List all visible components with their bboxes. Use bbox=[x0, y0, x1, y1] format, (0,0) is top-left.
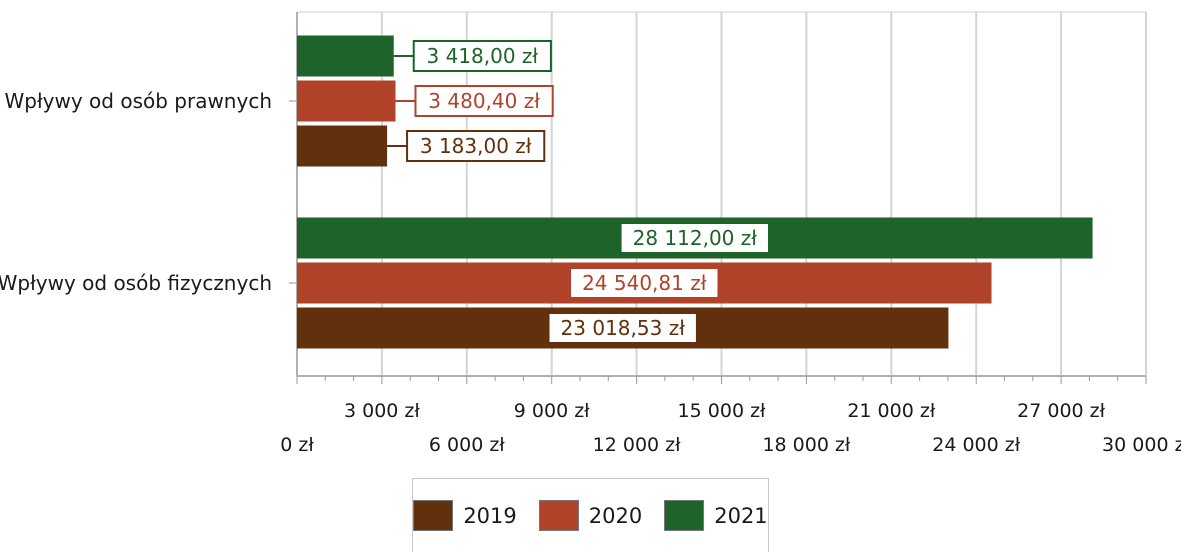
data-label-box bbox=[569, 267, 720, 299]
data-label-box bbox=[619, 222, 770, 254]
data-label-box bbox=[547, 312, 698, 344]
category-label: Wpływy od osób fizycznych bbox=[0, 271, 272, 295]
legend-swatch bbox=[664, 500, 705, 531]
legend-item-2019: 2019 bbox=[413, 500, 517, 531]
data-label-box bbox=[414, 85, 554, 117]
x-tick-label: 9 000 zł bbox=[514, 400, 590, 422]
x-tick-label: 21 000 zł bbox=[847, 400, 935, 422]
legend-label: 2021 bbox=[714, 503, 768, 528]
x-tick-label: 18 000 zł bbox=[762, 434, 850, 456]
bar-2021 bbox=[297, 35, 394, 77]
x-tick-label: 3 000 zł bbox=[344, 400, 420, 422]
x-tick-label: 0 zł bbox=[280, 434, 314, 456]
data-label: 23 018,53 zł bbox=[561, 316, 686, 340]
data-label: 3 418,00 zł bbox=[427, 44, 539, 68]
bar-2020 bbox=[297, 80, 396, 122]
legend-item-2020: 2020 bbox=[538, 500, 643, 531]
data-label: 24 540,81 zł bbox=[582, 271, 707, 295]
x-tick-label: 15 000 zł bbox=[678, 400, 766, 422]
legend-swatch bbox=[538, 500, 579, 531]
data-label: 28 112,00 zł bbox=[633, 226, 758, 250]
bar-2019 bbox=[297, 125, 388, 167]
legend-item-2021: 2021 bbox=[664, 500, 768, 531]
legend-label: 2020 bbox=[588, 503, 643, 528]
legend-label: 2019 bbox=[463, 503, 517, 528]
data-label-box bbox=[412, 40, 552, 72]
category-label: Wpływy od osób prawnych bbox=[5, 89, 273, 113]
x-tick-label: 12 000 zł bbox=[593, 434, 681, 456]
data-label: 3 183,00 zł bbox=[420, 134, 532, 158]
x-tick-label: 6 000 zł bbox=[429, 434, 505, 456]
x-tick-label: 30 000 zł bbox=[1102, 434, 1181, 456]
chart-legend: 2019 2020 2021 bbox=[412, 478, 769, 552]
legend-swatch bbox=[413, 500, 454, 531]
x-tick-label: 24 000 zł bbox=[932, 434, 1020, 456]
data-label: 3 480,40 zł bbox=[428, 89, 540, 113]
x-tick-label: 27 000 zł bbox=[1017, 400, 1105, 422]
data-label-box bbox=[406, 130, 546, 162]
